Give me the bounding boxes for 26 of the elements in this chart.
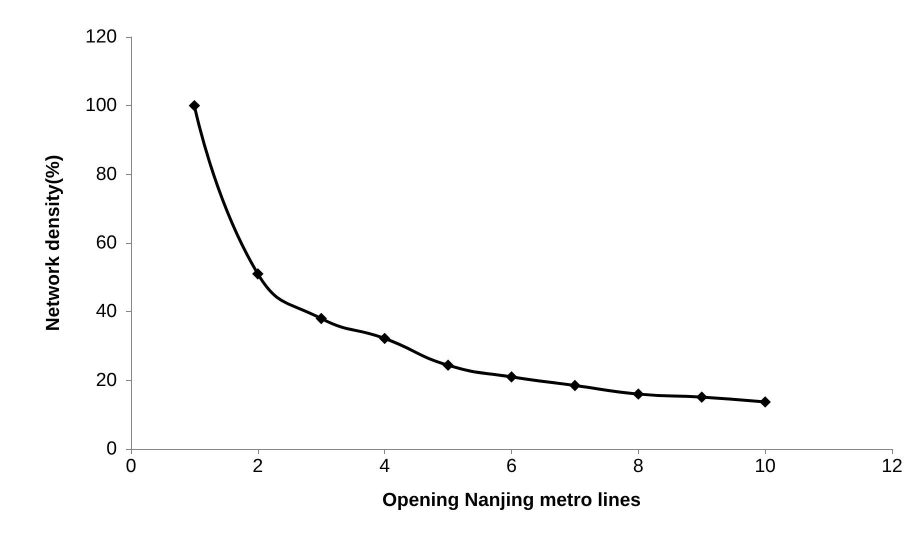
point [696, 392, 708, 403]
point [316, 313, 327, 324]
x-tick-label: 6 [506, 456, 517, 477]
y-tick-label: 60 [96, 232, 117, 254]
x-tick-label: 10 [754, 456, 776, 477]
point [379, 332, 390, 344]
y-axis-title: Network density(%) [43, 154, 64, 332]
x-tick-label: 0 [126, 456, 136, 477]
point [569, 380, 580, 391]
y-tick-label: 120 [85, 26, 117, 48]
point [188, 100, 200, 112]
point [442, 360, 454, 371]
x-tick-label: 4 [379, 456, 390, 477]
x-tick-label: 2 [252, 456, 264, 477]
y-tick-label: 20 [96, 370, 117, 391]
point [506, 371, 517, 382]
x-tick-label: 8 [633, 456, 644, 477]
point [252, 268, 264, 280]
y-tick-label: 80 [96, 164, 117, 185]
point [632, 388, 644, 400]
x-tick-label: 12 [881, 456, 903, 477]
x-axis-title: Opening Nanjing metro lines [382, 490, 641, 511]
y-tick-label: 0 [106, 438, 117, 460]
y-tick-label: 100 [85, 95, 117, 116]
point [760, 396, 771, 408]
y-tick-label: 40 [96, 301, 117, 322]
